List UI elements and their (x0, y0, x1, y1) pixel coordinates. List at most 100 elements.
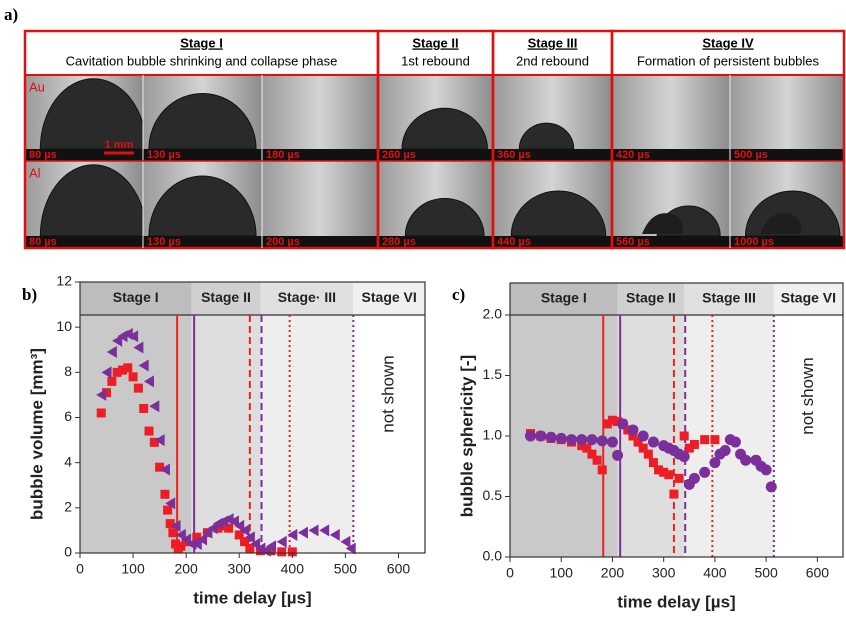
stage-region (353, 282, 425, 553)
photo-strip (612, 236, 730, 248)
data-point (633, 437, 643, 447)
y-tick-label: 12 (56, 273, 72, 289)
stage-label: Stage II (626, 290, 676, 306)
data-point (159, 463, 170, 476)
photo (262, 75, 378, 161)
x-tick-label: 500 (754, 565, 778, 581)
x-tick-label: 500 (334, 561, 358, 577)
stage-title: Stage I (180, 35, 223, 50)
data-point (765, 481, 777, 493)
data-point (555, 432, 567, 444)
bubble (404, 198, 485, 237)
data-point (96, 388, 107, 401)
stage-label: Stage· III (278, 289, 336, 305)
stage-header (773, 283, 843, 315)
data-point (582, 443, 592, 453)
x-tick-label: 200 (174, 561, 198, 577)
photo-strip (493, 236, 612, 248)
stage-header (617, 283, 685, 315)
data-point (674, 473, 684, 483)
data-point (308, 524, 319, 537)
data-point (128, 330, 139, 343)
data-point (606, 436, 618, 448)
scale-bar-label: 1 mm (105, 139, 134, 151)
photo (730, 75, 844, 161)
data-point (760, 464, 772, 476)
data-point (576, 434, 588, 446)
x-tick-label: 200 (601, 565, 625, 581)
data-point (224, 523, 234, 533)
bubble-debris (760, 213, 802, 234)
data-point (186, 537, 197, 550)
data-point (192, 532, 202, 542)
stage-region (684, 283, 774, 557)
stage-header (510, 283, 618, 315)
data-point (689, 439, 699, 449)
y-tick-label: 0.0 (483, 548, 503, 564)
data-point (319, 524, 330, 537)
data-point (245, 543, 255, 553)
frame-time: 1000 µs (734, 236, 774, 248)
data-point (117, 365, 127, 375)
y-tick-label: 1.0 (483, 427, 503, 443)
photo-strip (143, 236, 262, 248)
photo-strip (730, 236, 844, 248)
data-point (596, 435, 608, 447)
data-point (678, 451, 690, 463)
data-point (234, 519, 245, 532)
photo-strip (262, 236, 378, 248)
data-point (545, 431, 557, 443)
data-point (637, 430, 649, 442)
data-point (648, 458, 658, 468)
frame-time: 130 µs (147, 236, 181, 248)
data-point (149, 400, 160, 413)
data-point (524, 430, 536, 442)
bubble (401, 107, 488, 150)
data-point (139, 403, 149, 413)
panel-label: b) (22, 285, 37, 304)
data-point (107, 376, 117, 386)
data-point (617, 418, 629, 430)
data-point (112, 334, 123, 347)
x-tick-label: 100 (121, 561, 145, 577)
data-point (297, 526, 308, 539)
stage-label: Stage I (541, 290, 587, 306)
data-point (133, 383, 143, 393)
frame-time: 360 µs (497, 149, 531, 161)
annotation: not shown (798, 357, 817, 435)
data-point (165, 519, 175, 529)
stage-header (260, 282, 354, 315)
photo-strip (730, 149, 844, 161)
data-point (181, 533, 192, 546)
data-point (170, 519, 181, 532)
y-tick-label: 2 (64, 499, 72, 515)
data-point (276, 535, 287, 548)
stage-title: Stage II (412, 35, 458, 50)
y-axis-label: bubble sphericity [-] (457, 355, 476, 517)
data-point (171, 539, 181, 549)
y-tick-label: 0.5 (483, 487, 503, 503)
data-point (664, 470, 674, 480)
data-point (740, 454, 752, 466)
bubble (148, 93, 257, 150)
data-point (277, 547, 287, 557)
data-point (612, 449, 624, 461)
stage-label: Stage VI (781, 290, 836, 306)
data-point (577, 441, 587, 451)
stage-region (80, 282, 192, 553)
y-tick-label: 4 (64, 453, 72, 469)
data-point (234, 530, 244, 540)
x-axis-label: time delay [µs] (617, 592, 735, 611)
data-point (679, 431, 689, 441)
data-point (154, 434, 165, 447)
row-label: Au (29, 79, 45, 94)
data-point (710, 435, 720, 445)
data-point (669, 489, 679, 499)
data-point (684, 443, 694, 453)
stage-title: Stage III (528, 35, 578, 50)
data-point (176, 541, 186, 551)
data-point (112, 367, 122, 377)
data-point (287, 547, 297, 557)
photo (262, 161, 378, 248)
data-point (149, 437, 159, 447)
